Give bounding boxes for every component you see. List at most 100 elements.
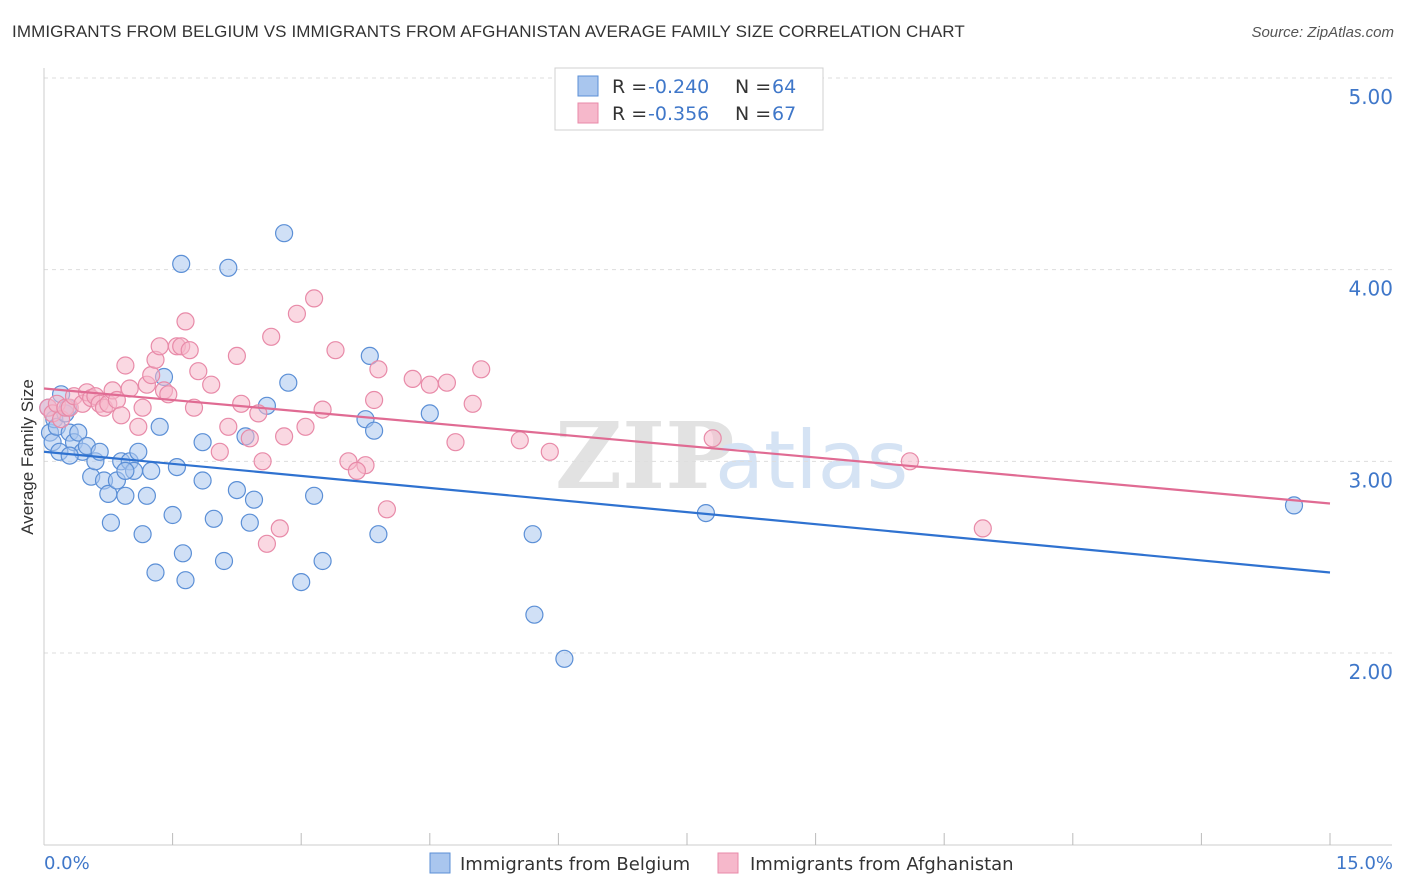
- gridlines: [44, 77, 1392, 654]
- y-axis-label: Average Family Size: [18, 379, 37, 535]
- belgium-point: [365, 421, 384, 440]
- afghanistan-point: [232, 394, 251, 413]
- afghanistan-point: [313, 400, 332, 419]
- afghanistan-point: [262, 327, 281, 346]
- legend-r-label-2: R =: [612, 103, 647, 125]
- afghanistan-point: [540, 442, 559, 461]
- y-tick-labels: 2.00 3.00 4.00 5.00: [1348, 85, 1393, 684]
- afghanistan-point: [176, 312, 195, 331]
- trend-lines: [43, 387, 1331, 574]
- bottom-legend-swatch-afghanistan: [717, 852, 739, 874]
- afghanistan-point: [973, 519, 992, 538]
- belgium-point: [420, 404, 439, 423]
- afghanistan-point: [240, 429, 259, 448]
- legend-r-label-1: R =: [612, 76, 647, 98]
- afghanistan-point: [347, 461, 366, 480]
- belgium-point: [555, 649, 574, 668]
- belgium-point: [279, 373, 298, 392]
- afghanistan-point: [227, 346, 246, 365]
- afghanistan-point: [219, 417, 238, 436]
- afghanistan-point: [365, 390, 384, 410]
- bottom-legend: Immigrants from Belgium Immigrants from …: [429, 852, 1014, 875]
- afghanistan-point: [275, 427, 294, 446]
- afghanistan-point: [249, 404, 268, 423]
- afghanistan-point: [116, 356, 135, 375]
- belgium-point: [193, 433, 212, 452]
- legend-r-value-afghanistan: -0.356: [648, 103, 709, 125]
- belgium-point: [146, 563, 165, 582]
- afghanistan-point: [210, 442, 229, 461]
- afghanistan-point: [463, 394, 482, 413]
- x-ticks: [172, 833, 1331, 845]
- trend-line-belgium: [43, 450, 1331, 574]
- afghanistan-point: [202, 375, 221, 394]
- watermark-atlas: atlas: [715, 414, 908, 507]
- afghanistan-point: [120, 379, 139, 398]
- axes: [43, 68, 1392, 846]
- series-afghanistan-points: [39, 289, 992, 553]
- y-tick-label-5: 5.00: [1348, 85, 1393, 109]
- afghanistan-point: [133, 398, 152, 417]
- belgium-point: [219, 258, 238, 277]
- bottom-legend-swatch-belgium: [429, 852, 451, 874]
- chart-title: IMMIGRANTS FROM BELGIUM VS IMMIGRANTS FR…: [12, 22, 965, 41]
- belgium-point: [172, 254, 191, 273]
- legend-r-value-belgium: -0.240: [648, 76, 709, 98]
- bottom-legend-label-afghanistan: Immigrants from Afghanistan: [750, 854, 1014, 875]
- afghanistan-point: [472, 360, 491, 379]
- watermark-zip: ZIP: [555, 402, 734, 510]
- afghanistan-point: [180, 341, 199, 360]
- belgium-point: [360, 346, 379, 365]
- legend-frame: [554, 67, 824, 131]
- afghanistan-point: [446, 433, 465, 452]
- belgium-point: [193, 471, 212, 490]
- belgium-point: [227, 481, 246, 500]
- belgium-point: [101, 513, 121, 532]
- y-tick-label-3: 3.00: [1348, 468, 1393, 492]
- belgium-point: [525, 605, 544, 624]
- afghanistan-point: [377, 500, 396, 519]
- afghanistan-point: [296, 417, 315, 436]
- afghanistan-point: [305, 289, 324, 308]
- afghanistan-point: [184, 398, 204, 417]
- legend-swatch-belgium: [577, 75, 599, 97]
- watermark: ZIP atlas: [555, 402, 908, 510]
- legend-box: R = -0.240 N = 64 R = -0.356 N = 67: [554, 67, 824, 131]
- legend-n-label-1: N =: [735, 76, 771, 98]
- afghanistan-point: [150, 337, 169, 356]
- y-tick-label-2: 2.00: [1348, 660, 1393, 684]
- belgium-point: [116, 461, 135, 480]
- belgium-point: [142, 461, 161, 480]
- source-label: Source: ZipAtlas.com: [1251, 24, 1394, 41]
- belgium-point: [163, 505, 182, 525]
- belgium-point: [69, 423, 88, 442]
- afghanistan-point: [326, 341, 345, 360]
- belgium-point: [129, 442, 148, 461]
- belgium-point: [523, 525, 542, 544]
- belgium-point: [176, 571, 195, 590]
- belgium-point: [116, 486, 135, 505]
- x-tick-label-max: 15.0%: [1336, 853, 1393, 874]
- afghanistan-point: [112, 406, 131, 425]
- bottom-legend-label-belgium: Immigrants from Belgium: [460, 854, 690, 875]
- belgium-point: [275, 224, 294, 243]
- afghanistan-point: [270, 519, 289, 538]
- belgium-point: [305, 486, 324, 505]
- afghanistan-point: [703, 429, 722, 448]
- afghanistan-point: [129, 417, 148, 436]
- x-tick-label-min: 0.0%: [44, 853, 90, 874]
- belgium-point: [214, 551, 234, 571]
- afghanistan-point: [189, 362, 208, 381]
- afghanistan-point: [142, 366, 161, 385]
- trend-line-afghanistan: [43, 387, 1331, 505]
- belgium-point: [167, 458, 186, 477]
- afghanistan-point: [420, 375, 439, 394]
- belgium-point: [244, 490, 264, 509]
- afghanistan-point: [369, 360, 388, 379]
- y-tick-label-4: 4.00: [1348, 277, 1393, 301]
- afghanistan-point: [403, 369, 422, 388]
- belgium-point: [292, 572, 311, 592]
- afghanistan-point: [257, 534, 276, 553]
- belgium-point: [313, 551, 332, 571]
